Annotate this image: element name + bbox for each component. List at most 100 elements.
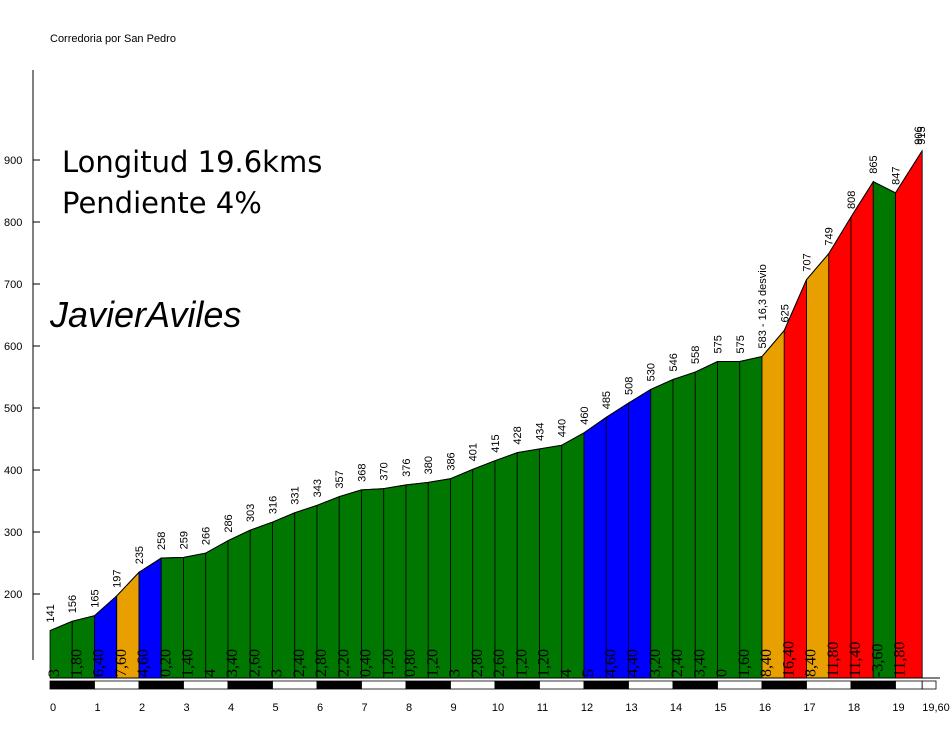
x-tick-label: 9: [450, 702, 456, 714]
distance-bar-cell: [450, 680, 496, 690]
grade-label: 1,40: [180, 649, 197, 677]
grade-label: 3,40: [691, 649, 708, 677]
x-tick-label: 13: [625, 702, 637, 714]
elevation-label: 197: [112, 570, 124, 588]
grade-label: 1,20: [380, 649, 397, 677]
grade-label: 2,40: [291, 649, 308, 677]
grade-label: 3: [46, 669, 63, 677]
grade-label: 4,60: [602, 649, 619, 677]
profile-segment: [783, 279, 807, 679]
y-tick-label: 200: [4, 589, 22, 601]
x-tick-label: 16: [759, 702, 771, 714]
x-tick-label: 19: [892, 702, 904, 714]
info-slope: Pendiente 4%: [62, 186, 262, 220]
elevation-labels: 141 156 165 197 235 258 259 266 286 303 316 331 343 3…: [45, 126, 928, 622]
author-signature: JavierAviles: [49, 294, 241, 335]
grade-label: 2,80: [469, 649, 486, 677]
grade-label: 1,20: [424, 649, 441, 677]
elevation-label: 625: [779, 304, 791, 322]
elevation-label: 508: [624, 377, 636, 395]
grade-labels: 3 1,80 6,40 7,60 4,60 0,20 1,40 4 3,40 2,60 3 2,40 2…: [46, 641, 909, 677]
elevation-label: 485: [601, 391, 613, 409]
profile-segment: [628, 388, 652, 679]
info-length: Longitud 19.6kms: [62, 145, 322, 179]
x-tick-label: 4: [228, 702, 234, 714]
y-tick-label: 500: [4, 403, 22, 415]
elevation-label: 258: [156, 532, 168, 550]
grade-label: 16,40: [780, 641, 797, 677]
x-tick-label: 0: [50, 702, 56, 714]
grade-label: 11,80: [892, 642, 909, 677]
elevation-label: 440: [557, 419, 569, 437]
distance-bar-cell: [895, 680, 923, 690]
grade-label: 0,20: [157, 649, 174, 677]
distance-bar-cell: [227, 680, 273, 690]
grade-label: 3: [269, 669, 286, 677]
elevation-label: 370: [379, 462, 391, 480]
grade-label: 3,20: [647, 649, 664, 677]
grade-label: 1,80: [68, 649, 85, 677]
profile-segment: [405, 481, 429, 679]
distance-bar-cell: [628, 680, 674, 690]
x-tick-label: 19,60: [922, 702, 950, 714]
profile-segment: [694, 360, 718, 679]
grade-label: 11,80: [825, 642, 842, 677]
grade-label: 2,60: [491, 649, 508, 677]
grade-label: 8,40: [758, 649, 775, 677]
profile-segment: [650, 378, 674, 679]
profile-segment: [516, 448, 540, 679]
profile-line: [49, 150, 923, 632]
grade-label: 3,40: [224, 649, 241, 677]
profile-segment: [672, 371, 696, 679]
distance-bar-cell: [94, 680, 140, 690]
elevation-label: 401: [468, 443, 480, 461]
x-tick-label: 10: [492, 702, 504, 714]
distance-bar-cell: [138, 680, 184, 690]
distance-bar-cell: [539, 680, 585, 690]
y-tick-label: 700: [4, 279, 22, 291]
distance-bar-cell: [921, 680, 937, 690]
grade-label: 7,60: [113, 649, 130, 677]
grade-label: 4: [558, 669, 575, 677]
x-tick-label: 3: [183, 702, 189, 714]
grade-label: 4,60: [135, 649, 152, 677]
distance-bar-cell: [272, 680, 318, 690]
elevation-label: 575: [735, 335, 747, 353]
elevation-label: 368: [357, 463, 369, 481]
grade-label: 6,40: [91, 649, 108, 677]
distance-bar-cell: [583, 680, 629, 690]
x-axis: 0 1 2 3 4 5 6 7 8 9 10 11 12 13 14 15 16 17 18 19 19,60: [49, 677, 950, 714]
elevation-label: 266: [201, 527, 213, 545]
profile-segment: [717, 361, 741, 679]
profile-segment: [427, 478, 451, 679]
elevation-label: 460: [579, 406, 591, 424]
grade-label: 8,40: [803, 649, 820, 677]
grade-label: 1,60: [736, 649, 753, 677]
grade-label: 1,20: [536, 649, 553, 677]
profile-segment: [761, 329, 785, 679]
y-tick-label: 900: [4, 155, 22, 167]
grade-label: 2,40: [669, 649, 686, 677]
x-tick-label: 2: [139, 702, 145, 714]
distance-bar-cell: [49, 680, 95, 690]
profile-outline: [49, 150, 923, 632]
elevation-label: 558: [690, 346, 702, 364]
grade-label: -3,60: [869, 644, 886, 677]
x-tick-label: 18: [848, 702, 860, 714]
profile-segment: [605, 402, 629, 679]
elevation-label: 749: [824, 227, 836, 245]
summit-elevation-label: 906: [913, 126, 925, 144]
y-axis: 200 300 400 500 600 700 800 900: [4, 70, 40, 660]
profile-segment: [450, 468, 474, 679]
elevation-label: 165: [90, 589, 102, 607]
elevation-label: 865: [868, 155, 880, 173]
distance-bar-cell: [494, 680, 540, 690]
chart-title: Corredoria por San Pedro: [50, 33, 176, 45]
elevation-label: 380: [423, 456, 435, 474]
profile-segment: [583, 416, 607, 679]
x-tick-label: 1: [94, 702, 100, 714]
elevation-label: 530: [646, 363, 658, 381]
distance-bar-cell: [850, 680, 896, 690]
grade-label: 2,20: [335, 649, 352, 677]
